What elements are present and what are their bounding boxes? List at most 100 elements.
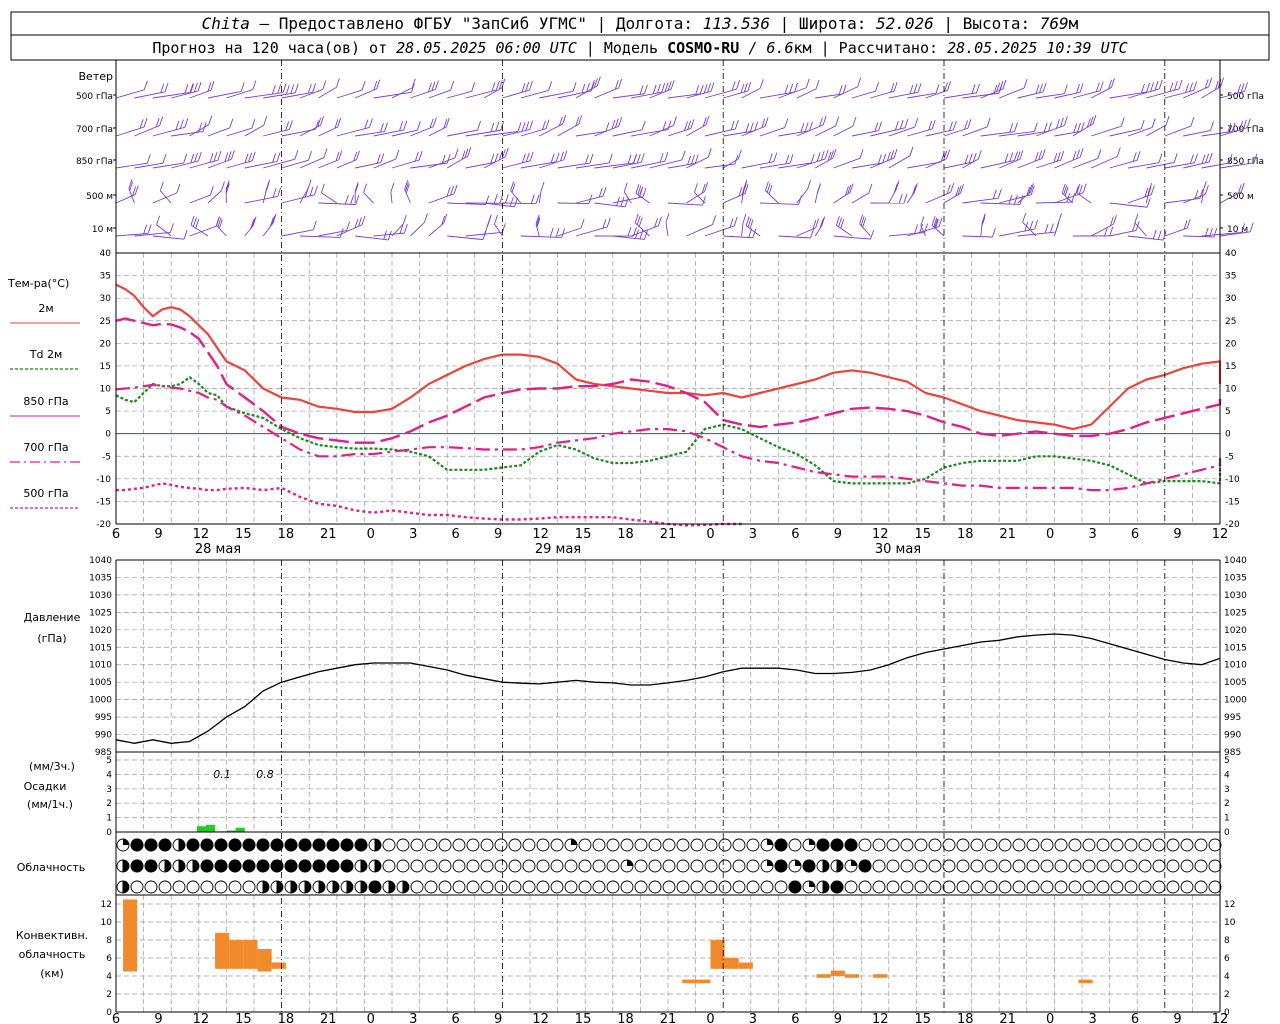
wind-barb-feather [176, 183, 181, 194]
wind-barb-feather [1086, 118, 1091, 128]
wind-barb [1146, 162, 1175, 169]
cloud-circle [186, 880, 200, 894]
cloud-circle [1208, 880, 1222, 894]
wind-barb [299, 124, 321, 137]
wind-barb [759, 127, 785, 137]
wind-barb [115, 126, 145, 137]
wind-barb [281, 229, 314, 237]
wind-barb-feather [272, 153, 277, 163]
wind-barb-feather [707, 83, 711, 93]
wind-barb [759, 162, 791, 169]
wind-barb-feather [859, 149, 864, 159]
wind-barb-feather [495, 121, 500, 132]
wind-barb-feather [207, 82, 212, 92]
wind-barb-feather [445, 117, 450, 128]
wind-barb-feather [1082, 183, 1087, 193]
wind-barb [226, 127, 252, 137]
wind-barb [1109, 91, 1147, 99]
wind-barb-feather [285, 121, 290, 131]
temp-xtick-label: 21 [999, 527, 1016, 542]
wind-barb-feather [248, 152, 253, 162]
wind-barb-feather [878, 121, 883, 131]
wind-barb-feather [194, 152, 198, 163]
wind-barb-feather [361, 215, 366, 225]
wind-barb-feather [1199, 189, 1204, 199]
wind-barb-feather [914, 224, 918, 234]
wind-barb [244, 195, 278, 204]
wind-barb-feather [634, 213, 639, 223]
wind-barb-feather [1016, 151, 1021, 161]
cloud-fill [242, 859, 256, 873]
wind-barb-feather [614, 80, 619, 90]
wind-barb-feather [416, 121, 421, 131]
wind-barb-feather [1009, 123, 1014, 133]
wind-barb [502, 89, 530, 99]
conv-bar [215, 932, 230, 969]
wind-barb [1146, 124, 1167, 137]
wind-barb-feather [251, 217, 256, 228]
precip-ytick-label: 2 [106, 799, 112, 809]
wind-barb-feather [405, 182, 409, 192]
wind-barb-feather [250, 219, 255, 229]
wind-barb [318, 86, 337, 99]
temp-xtick-label: 12 [1212, 527, 1229, 542]
wind-barb-feather [838, 85, 843, 95]
wind-barb-feather [1063, 185, 1068, 195]
temp-ytick-label-right: -20 [1225, 520, 1240, 530]
wind-barb [373, 129, 404, 137]
conv-ytick-label: 4 [106, 972, 112, 982]
wind-barb-feather [1146, 82, 1151, 93]
cloud-circle [662, 880, 676, 894]
wind-barb-feather [807, 179, 812, 190]
wind-barb-feather [827, 151, 832, 161]
wind-barb-feather [521, 122, 526, 132]
wind-barb-feather [271, 215, 276, 225]
wind-barb-feather [976, 83, 980, 93]
temp-title: Тем-ра(°С) [7, 277, 69, 290]
wind-barb-feather [1150, 185, 1155, 195]
wind-barb [1109, 229, 1137, 237]
temp-xtick-label: 6 [452, 527, 460, 542]
wind-barb-feather [525, 152, 530, 162]
wind-barb [263, 92, 296, 99]
wind-barb [336, 224, 363, 237]
press-ytick-label-right: 1030 [1224, 591, 1247, 601]
wind-barb-feather [745, 123, 750, 133]
wind-barb-feather [748, 228, 753, 238]
wind-barb-feather [964, 154, 969, 164]
wind-barb-feather [1185, 83, 1190, 93]
wind-barb [851, 90, 876, 99]
wind-barb-feather [899, 119, 904, 130]
wind-barb-feather [353, 151, 358, 162]
cloud-circle [1110, 838, 1124, 852]
wind-barb [741, 161, 774, 169]
wind-barb-feather [912, 184, 917, 194]
wind-barb-feather [495, 80, 500, 91]
conv-xtick-label: 0 [367, 1012, 375, 1024]
wind-barb-feather [251, 151, 256, 161]
wind-barb-feather [773, 152, 778, 162]
cloud-circle [606, 859, 620, 873]
wind-barb [907, 92, 937, 99]
pressure-unit: (гПа) [37, 632, 66, 645]
wind-barb [888, 155, 911, 169]
wind-barb [1053, 222, 1059, 237]
cloud-circle [1194, 838, 1208, 852]
cloud-circle [900, 859, 914, 873]
wind-barb-feather [354, 183, 359, 194]
cloud-circle [550, 838, 564, 852]
wind-barb-feather [548, 81, 553, 91]
wind-barb [226, 89, 254, 99]
wind-barb-feather [586, 82, 590, 93]
wind-barb [1183, 161, 1210, 169]
wind-barb-feather [845, 186, 849, 196]
wind-barb-feather [193, 82, 198, 93]
wind-barb-feather [581, 83, 586, 94]
wind-barb-feather [946, 184, 951, 194]
wind-barb [1090, 87, 1112, 99]
wind-barb-feather [129, 181, 134, 191]
wind-barb-feather [450, 185, 454, 196]
wind-barb [539, 159, 565, 169]
wind-barb-feather [943, 150, 948, 161]
wind-barb-feather [498, 80, 503, 90]
